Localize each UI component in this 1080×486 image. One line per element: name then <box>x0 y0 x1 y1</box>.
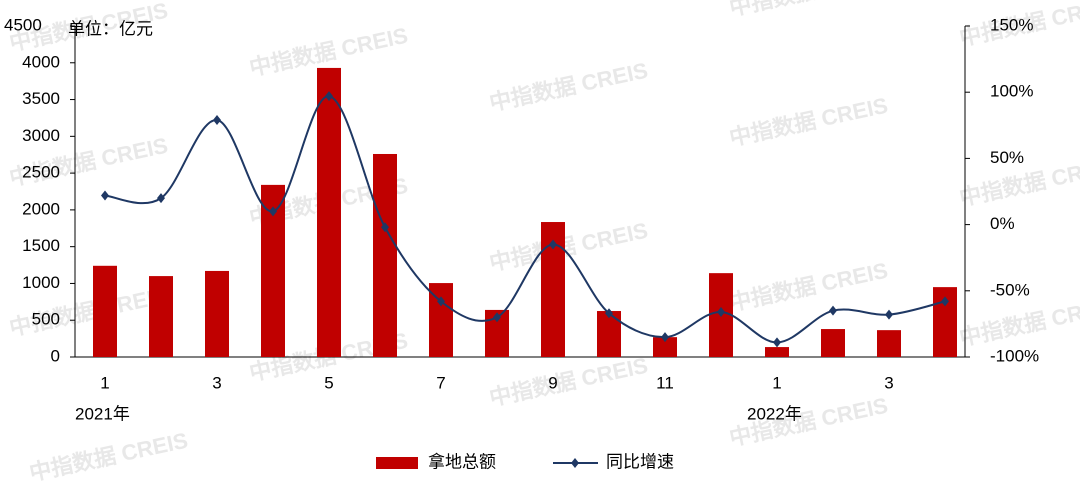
y-tick-label: 2500 <box>22 163 60 182</box>
watermark: 中指数据 CREIS <box>487 58 650 116</box>
y-tick-label: 4000 <box>22 52 60 71</box>
marker <box>941 296 949 307</box>
watermark: 中指数据 CREIS <box>727 93 890 151</box>
legend-label: 拿地总额 <box>428 451 496 471</box>
x-tick-label: 7 <box>436 373 445 392</box>
x-tick-label: 9 <box>548 373 557 392</box>
watermark: 中指数据 CREIS <box>27 428 190 486</box>
y2-tick-label: 0% <box>990 214 1015 233</box>
watermark: 中指数据 CREIS <box>727 258 890 316</box>
x-tick-label: 11 <box>656 373 674 392</box>
y-tick-label: 500 <box>32 310 60 329</box>
unit-label: 单位：亿元 <box>68 19 153 38</box>
y-tick-label: 3000 <box>22 126 60 145</box>
y2-tick-label: -50% <box>990 280 1030 299</box>
marker <box>605 308 613 319</box>
y2-tick-label: -100% <box>990 346 1039 365</box>
marker <box>437 296 445 307</box>
marker <box>269 206 277 217</box>
x-tick-label: 5 <box>324 373 333 392</box>
year-label: 2021年 <box>75 404 130 423</box>
marker <box>213 115 221 126</box>
marker <box>885 309 893 320</box>
y-tick-label: 2000 <box>22 199 60 218</box>
watermark: 中指数据 CREIS <box>957 293 1080 351</box>
y-tick-label: 1500 <box>22 236 60 255</box>
marker <box>661 332 669 343</box>
legend-swatch <box>376 457 418 469</box>
bar <box>653 337 677 357</box>
bar <box>877 330 901 357</box>
marker <box>493 312 501 323</box>
legend-marker <box>571 458 579 468</box>
marker <box>717 306 725 317</box>
bar <box>317 67 341 357</box>
x-tick-label: 3 <box>884 373 893 392</box>
legend-label: 同比增速 <box>606 452 674 471</box>
watermark: 中指数据 CREIS <box>727 0 890 21</box>
x-tick-label: 1 <box>100 373 109 392</box>
x-tick-label: 1 <box>772 373 781 392</box>
marker <box>101 190 109 201</box>
y-tick-label: 3500 <box>22 89 60 108</box>
y-tick-label: 0 <box>51 346 60 365</box>
marker <box>381 222 389 233</box>
marker <box>773 337 781 348</box>
watermark: 中指数据 CREIS <box>487 353 650 411</box>
marker <box>549 239 557 250</box>
bar <box>373 153 397 357</box>
y-tick-label: 1000 <box>22 273 60 292</box>
x-tick-label: 3 <box>212 373 221 392</box>
bar <box>821 329 845 357</box>
line <box>104 95 946 344</box>
bar <box>93 265 117 357</box>
year-label: 2022年 <box>747 404 802 423</box>
y2-tick-label: 150% <box>990 15 1033 34</box>
y-tick-label: 4500 <box>4 15 42 34</box>
marker <box>829 305 837 316</box>
y2-tick-label: 100% <box>990 82 1033 101</box>
marker <box>325 91 333 102</box>
bar <box>149 276 173 357</box>
y2-tick-label: 50% <box>990 148 1024 167</box>
bar <box>205 270 229 357</box>
marker <box>157 193 165 204</box>
bar <box>765 347 789 357</box>
watermark: 中指数据 CREIS <box>487 218 650 276</box>
